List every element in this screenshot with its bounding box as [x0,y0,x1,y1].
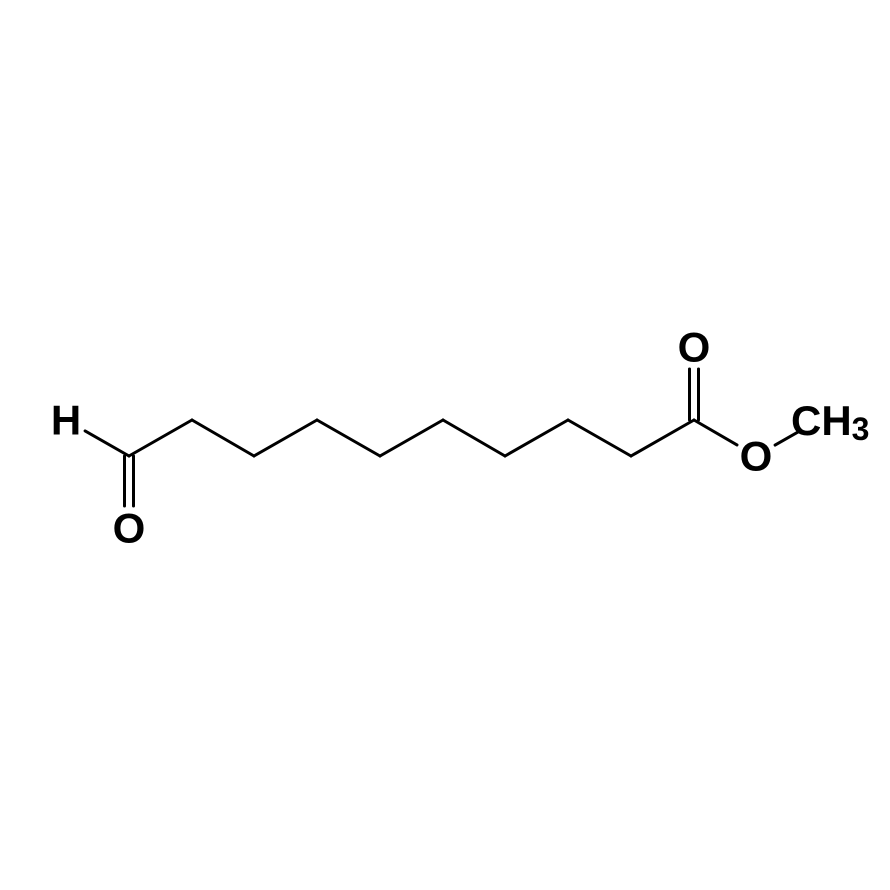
h-atom-label: H [51,397,81,444]
o-atom-label: O [678,324,711,371]
chemical-structure-diagram: H O O O CH3 [0,0,890,890]
o-atom-label: O [113,505,146,552]
ch3-atom-label: CH3 [791,397,869,448]
o-atom-label: O [740,433,773,480]
